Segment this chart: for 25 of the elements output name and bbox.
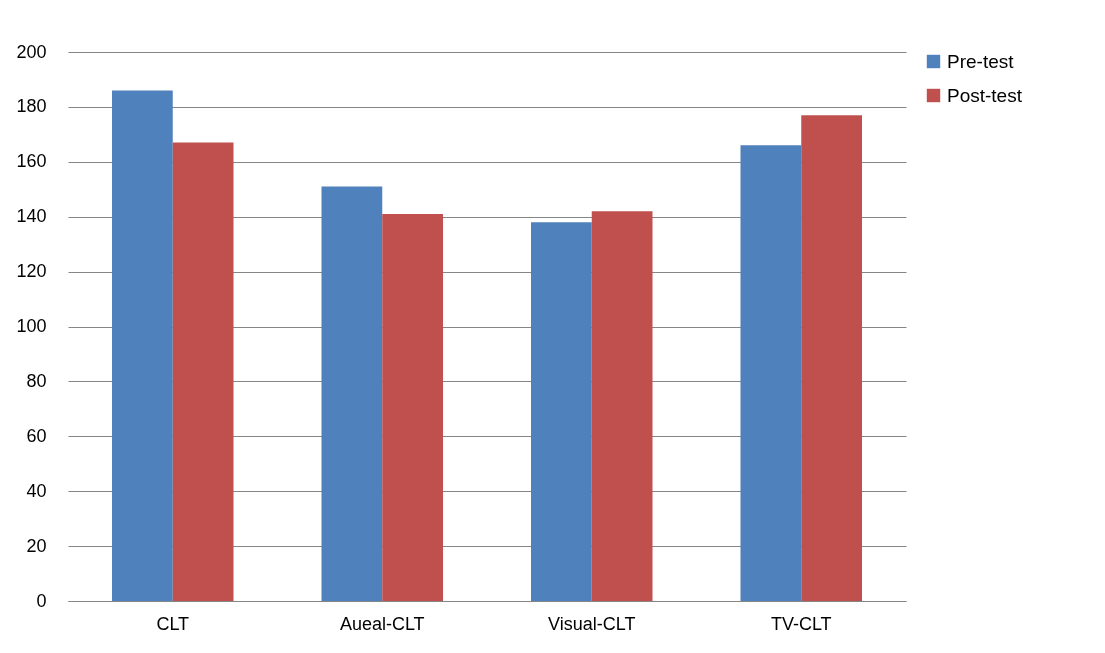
bar [531, 222, 592, 601]
bar [321, 186, 383, 601]
x-tick-label: TV-CLT [770, 613, 832, 634]
y-tick-label: 40 [26, 480, 47, 501]
bar [591, 211, 653, 601]
x-tick-label: CLT [156, 613, 190, 634]
legend-label: Pre-test [947, 50, 1015, 72]
bar [801, 115, 863, 601]
y-tick-label: 0 [36, 590, 47, 611]
bar [172, 142, 234, 601]
bar [382, 213, 444, 601]
bar [740, 145, 802, 601]
bar [112, 90, 173, 601]
y-tick-label: 100 [16, 316, 47, 336]
y-tick-label: 180 [16, 96, 47, 117]
y-tick-label: 80 [26, 370, 47, 391]
legend-label: Post-test [947, 84, 1023, 106]
x-tick-label: Visual-CLT [548, 613, 636, 634]
y-tick-label: 140 [16, 206, 47, 227]
y-tick-label: 200 [16, 41, 47, 62]
y-tick-label: 160 [16, 151, 47, 172]
y-tick-label: 20 [26, 535, 47, 556]
x-tick-label: Aueal-CLT [339, 613, 425, 634]
y-tick-label: 60 [26, 425, 47, 446]
y-tick-label: 120 [16, 261, 47, 282]
